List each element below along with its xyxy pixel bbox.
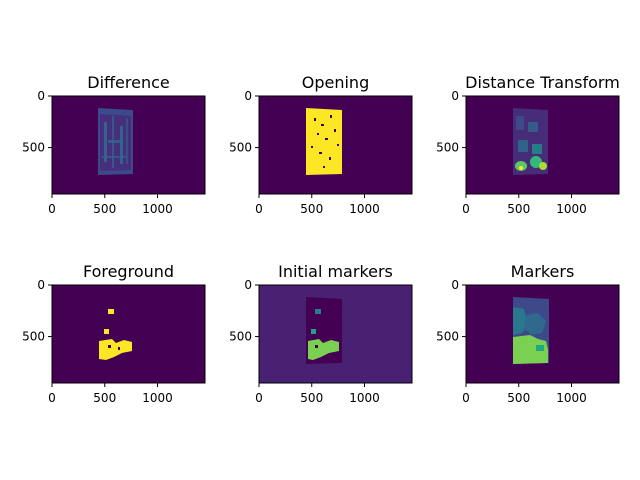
x-tick-label: 500 (300, 391, 323, 405)
x-tick-label: 0 (462, 202, 470, 216)
x-tick-label: 500 (507, 202, 530, 216)
y-tick-label: 0 (244, 89, 252, 103)
y-tick-label: 500 (229, 330, 252, 344)
y-tick-label: 500 (229, 141, 252, 155)
x-tick-label: 0 (462, 391, 470, 405)
subplot-difference (51, 95, 206, 195)
x-tick-label: 0 (255, 391, 263, 405)
x-tick-label: 1000 (556, 202, 587, 216)
subplot-title: Distance Transform (465, 73, 620, 92)
subplot-title: Foreground (83, 262, 174, 281)
image-content (513, 297, 549, 364)
x-tick-label: 500 (300, 202, 323, 216)
subplot-title: Opening (302, 73, 369, 92)
plot-frame (465, 284, 620, 384)
subplot-foreground (51, 284, 206, 384)
x-tick-label: 500 (93, 202, 116, 216)
x-tick-label: 0 (48, 391, 56, 405)
x-tick-label: 1000 (142, 391, 173, 405)
subplot-opening (258, 95, 413, 195)
x-tick-label: 0 (255, 202, 263, 216)
image-content (98, 108, 133, 175)
y-tick-label: 0 (37, 278, 45, 292)
y-tick-label: 500 (436, 141, 459, 155)
image-content (306, 108, 342, 175)
subplot-title: Markers (511, 262, 575, 281)
x-tick-label: 1000 (556, 391, 587, 405)
subplot-title: Initial markers (278, 262, 393, 281)
image-content (306, 297, 342, 364)
y-tick-label: 500 (22, 330, 45, 344)
x-tick-label: 1000 (349, 391, 380, 405)
plot-frame (258, 284, 413, 384)
subplot-markers (465, 284, 620, 384)
y-tick-label: 0 (451, 89, 459, 103)
image-content (513, 108, 548, 175)
plot-frame (465, 95, 620, 195)
y-tick-label: 0 (37, 89, 45, 103)
subplot-initial-markers (258, 284, 413, 384)
subplot-title: Difference (87, 73, 169, 92)
y-tick-label: 500 (436, 330, 459, 344)
x-tick-label: 500 (507, 391, 530, 405)
x-tick-label: 1000 (349, 202, 380, 216)
image-content (99, 309, 132, 360)
x-tick-label: 500 (93, 391, 116, 405)
x-tick-label: 0 (48, 202, 56, 216)
y-tick-label: 0 (244, 278, 252, 292)
plot-background (52, 285, 205, 383)
axis-labels-layer: Difference 0 500 1000 0 500 Opening 0 500 1000 0 50… (22, 73, 620, 405)
plot-frame (51, 284, 206, 384)
x-tick-label: 1000 (142, 202, 173, 216)
plot-frame (51, 95, 206, 195)
y-tick-label: 500 (22, 141, 45, 155)
subplot-distance-transform (465, 95, 620, 195)
plot-frame (258, 95, 413, 195)
y-tick-label: 0 (451, 278, 459, 292)
